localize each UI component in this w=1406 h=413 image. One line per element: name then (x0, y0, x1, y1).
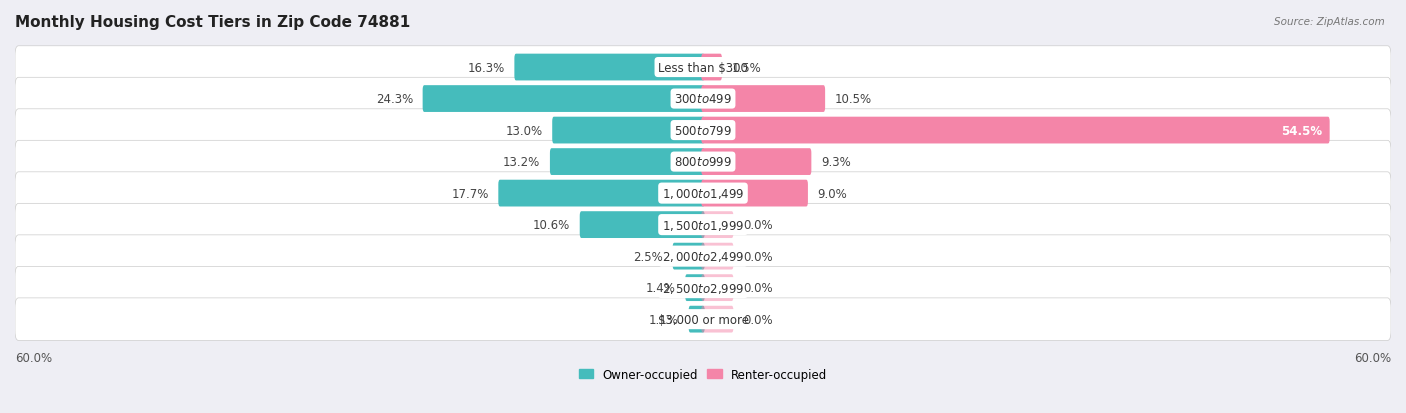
FancyBboxPatch shape (702, 180, 808, 207)
Text: Source: ZipAtlas.com: Source: ZipAtlas.com (1274, 17, 1385, 26)
Text: 10.6%: 10.6% (533, 218, 569, 232)
FancyBboxPatch shape (702, 117, 1330, 144)
Legend: Owner-occupied, Renter-occupied: Owner-occupied, Renter-occupied (579, 368, 827, 381)
Text: 60.0%: 60.0% (1354, 351, 1391, 364)
Text: $300 to $499: $300 to $499 (673, 93, 733, 106)
Text: 1.4%: 1.4% (645, 281, 675, 294)
Text: 0.0%: 0.0% (744, 250, 773, 263)
Text: 60.0%: 60.0% (15, 351, 52, 364)
FancyBboxPatch shape (702, 275, 734, 301)
FancyBboxPatch shape (15, 267, 1391, 309)
FancyBboxPatch shape (702, 86, 825, 113)
FancyBboxPatch shape (15, 109, 1391, 152)
FancyBboxPatch shape (15, 298, 1391, 341)
Text: $2,000 to $2,499: $2,000 to $2,499 (662, 249, 744, 263)
Text: $1,000 to $1,499: $1,000 to $1,499 (662, 187, 744, 201)
FancyBboxPatch shape (685, 275, 704, 301)
Text: $800 to $999: $800 to $999 (673, 156, 733, 169)
FancyBboxPatch shape (702, 149, 811, 176)
Text: 24.3%: 24.3% (375, 93, 413, 106)
FancyBboxPatch shape (553, 117, 704, 144)
Text: Less than $300: Less than $300 (658, 62, 748, 74)
Text: $3,000 or more: $3,000 or more (658, 313, 748, 326)
FancyBboxPatch shape (15, 235, 1391, 278)
FancyBboxPatch shape (702, 243, 734, 270)
FancyBboxPatch shape (579, 212, 704, 238)
Text: 0.0%: 0.0% (744, 313, 773, 326)
FancyBboxPatch shape (702, 306, 734, 333)
Text: 54.5%: 54.5% (1281, 124, 1322, 137)
Text: $1,500 to $1,999: $1,500 to $1,999 (662, 218, 744, 232)
FancyBboxPatch shape (498, 180, 704, 207)
FancyBboxPatch shape (15, 47, 1391, 89)
FancyBboxPatch shape (423, 86, 704, 113)
FancyBboxPatch shape (15, 78, 1391, 121)
FancyBboxPatch shape (515, 55, 704, 81)
FancyBboxPatch shape (702, 55, 721, 81)
Text: 17.7%: 17.7% (451, 187, 488, 200)
Text: 1.5%: 1.5% (731, 62, 762, 74)
Text: 0.0%: 0.0% (744, 281, 773, 294)
FancyBboxPatch shape (672, 243, 704, 270)
FancyBboxPatch shape (550, 149, 704, 176)
Text: 2.5%: 2.5% (633, 250, 662, 263)
Text: 16.3%: 16.3% (467, 62, 505, 74)
Text: 13.2%: 13.2% (503, 156, 540, 169)
Text: Monthly Housing Cost Tiers in Zip Code 74881: Monthly Housing Cost Tiers in Zip Code 7… (15, 15, 411, 30)
FancyBboxPatch shape (689, 306, 704, 333)
FancyBboxPatch shape (702, 212, 734, 238)
Text: 9.0%: 9.0% (818, 187, 848, 200)
Text: $500 to $799: $500 to $799 (673, 124, 733, 137)
Text: 1.1%: 1.1% (650, 313, 679, 326)
Text: 10.5%: 10.5% (835, 93, 872, 106)
FancyBboxPatch shape (15, 172, 1391, 215)
Text: 0.0%: 0.0% (744, 218, 773, 232)
Text: 9.3%: 9.3% (821, 156, 851, 169)
FancyBboxPatch shape (15, 141, 1391, 183)
Text: $2,500 to $2,999: $2,500 to $2,999 (662, 281, 744, 295)
Text: 13.0%: 13.0% (505, 124, 543, 137)
FancyBboxPatch shape (15, 204, 1391, 246)
